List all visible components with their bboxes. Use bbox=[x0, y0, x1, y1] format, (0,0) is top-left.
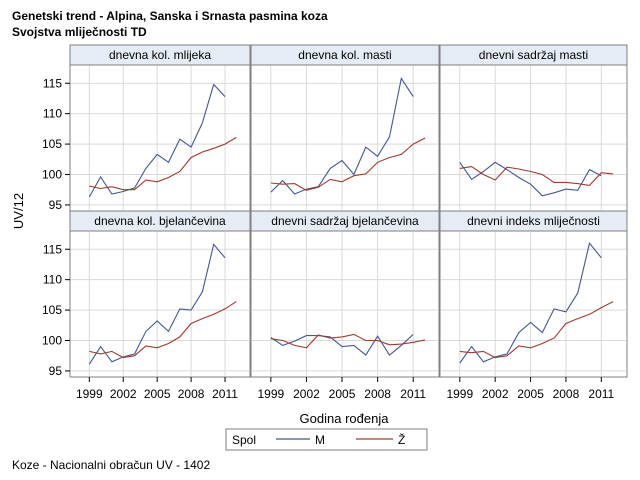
panel-frame bbox=[250, 230, 440, 378]
panel-title: dnevna kol. masti bbox=[298, 48, 391, 62]
y-tick-label: 115 bbox=[43, 76, 62, 90]
panel-title: dnevni sadržaj bjelančevina bbox=[271, 214, 419, 228]
x-tick-label: 2002 bbox=[110, 387, 137, 401]
panel-frame bbox=[439, 230, 628, 378]
series-line-z bbox=[89, 136, 237, 191]
legend-label-z: Ž bbox=[398, 432, 405, 447]
x-tick-label: 1999 bbox=[76, 387, 103, 401]
series-line-z bbox=[459, 301, 614, 359]
x-tick-label: 2005 bbox=[517, 387, 544, 401]
x-tick-label: 2008 bbox=[553, 387, 580, 401]
panel-frame bbox=[439, 64, 628, 212]
y-tick-label: 105 bbox=[42, 303, 62, 317]
x-tick-label: 2005 bbox=[329, 387, 356, 401]
legend-box bbox=[225, 428, 428, 451]
series-line-m bbox=[88, 243, 226, 365]
panel-title: dnevni indeks mliječnosti bbox=[467, 214, 600, 228]
x-tick-label: 2002 bbox=[482, 387, 509, 401]
series-line-z bbox=[89, 301, 237, 359]
x-tick-label: 2005 bbox=[144, 387, 171, 401]
y-tick-label: 100 bbox=[42, 334, 62, 348]
y-tick-label: 95 bbox=[49, 198, 63, 212]
y-axis-label: UV/12 bbox=[11, 193, 26, 229]
chart-title: Genetski trend - Alpina, Sanska i Srnast… bbox=[12, 9, 328, 23]
x-tick-label: 2008 bbox=[364, 387, 391, 401]
x-tick-label: 1999 bbox=[258, 387, 285, 401]
panel-frame bbox=[69, 230, 251, 378]
y-tick-label: 110 bbox=[43, 273, 62, 287]
footnote: Koze - Nacionalni obračun UV - 1402 bbox=[12, 458, 211, 472]
series-line-z bbox=[459, 166, 614, 186]
legend-title: Spol bbox=[232, 433, 256, 447]
series-line-m bbox=[270, 333, 414, 356]
y-tick-label: 110 bbox=[43, 107, 62, 121]
chart-subtitle: Svojstva mliječnosti TD bbox=[12, 25, 147, 39]
y-tick-label: 100 bbox=[42, 168, 62, 182]
x-axis-label: Godina rođenja bbox=[300, 411, 390, 426]
series-line-m bbox=[88, 83, 226, 198]
x-tick-label: 2011 bbox=[588, 387, 614, 401]
panel-frame bbox=[250, 64, 440, 212]
panel-title: dnevna kol. bjelančevina bbox=[94, 214, 226, 228]
x-tick-label: 2011 bbox=[400, 387, 426, 401]
panel-frame bbox=[69, 64, 251, 212]
y-tick-label: 105 bbox=[42, 137, 62, 151]
series-line-z bbox=[270, 137, 426, 191]
panel-title: dnevni sadržaj masti bbox=[479, 48, 588, 62]
x-tick-label: 2008 bbox=[178, 387, 205, 401]
panel-title: dnevna kol. mlijeka bbox=[109, 48, 211, 62]
x-tick-label: 2002 bbox=[293, 387, 320, 401]
x-tick-label: 1999 bbox=[446, 387, 473, 401]
legend-label-m: M bbox=[315, 433, 325, 447]
x-tick-label: 2011 bbox=[212, 387, 238, 401]
y-tick-label: 115 bbox=[43, 242, 62, 256]
y-tick-label: 95 bbox=[49, 364, 63, 378]
series-line-m bbox=[459, 241, 602, 364]
series-line-m bbox=[459, 161, 602, 197]
series-line-z bbox=[270, 333, 426, 349]
series-line-m bbox=[270, 76, 414, 195]
